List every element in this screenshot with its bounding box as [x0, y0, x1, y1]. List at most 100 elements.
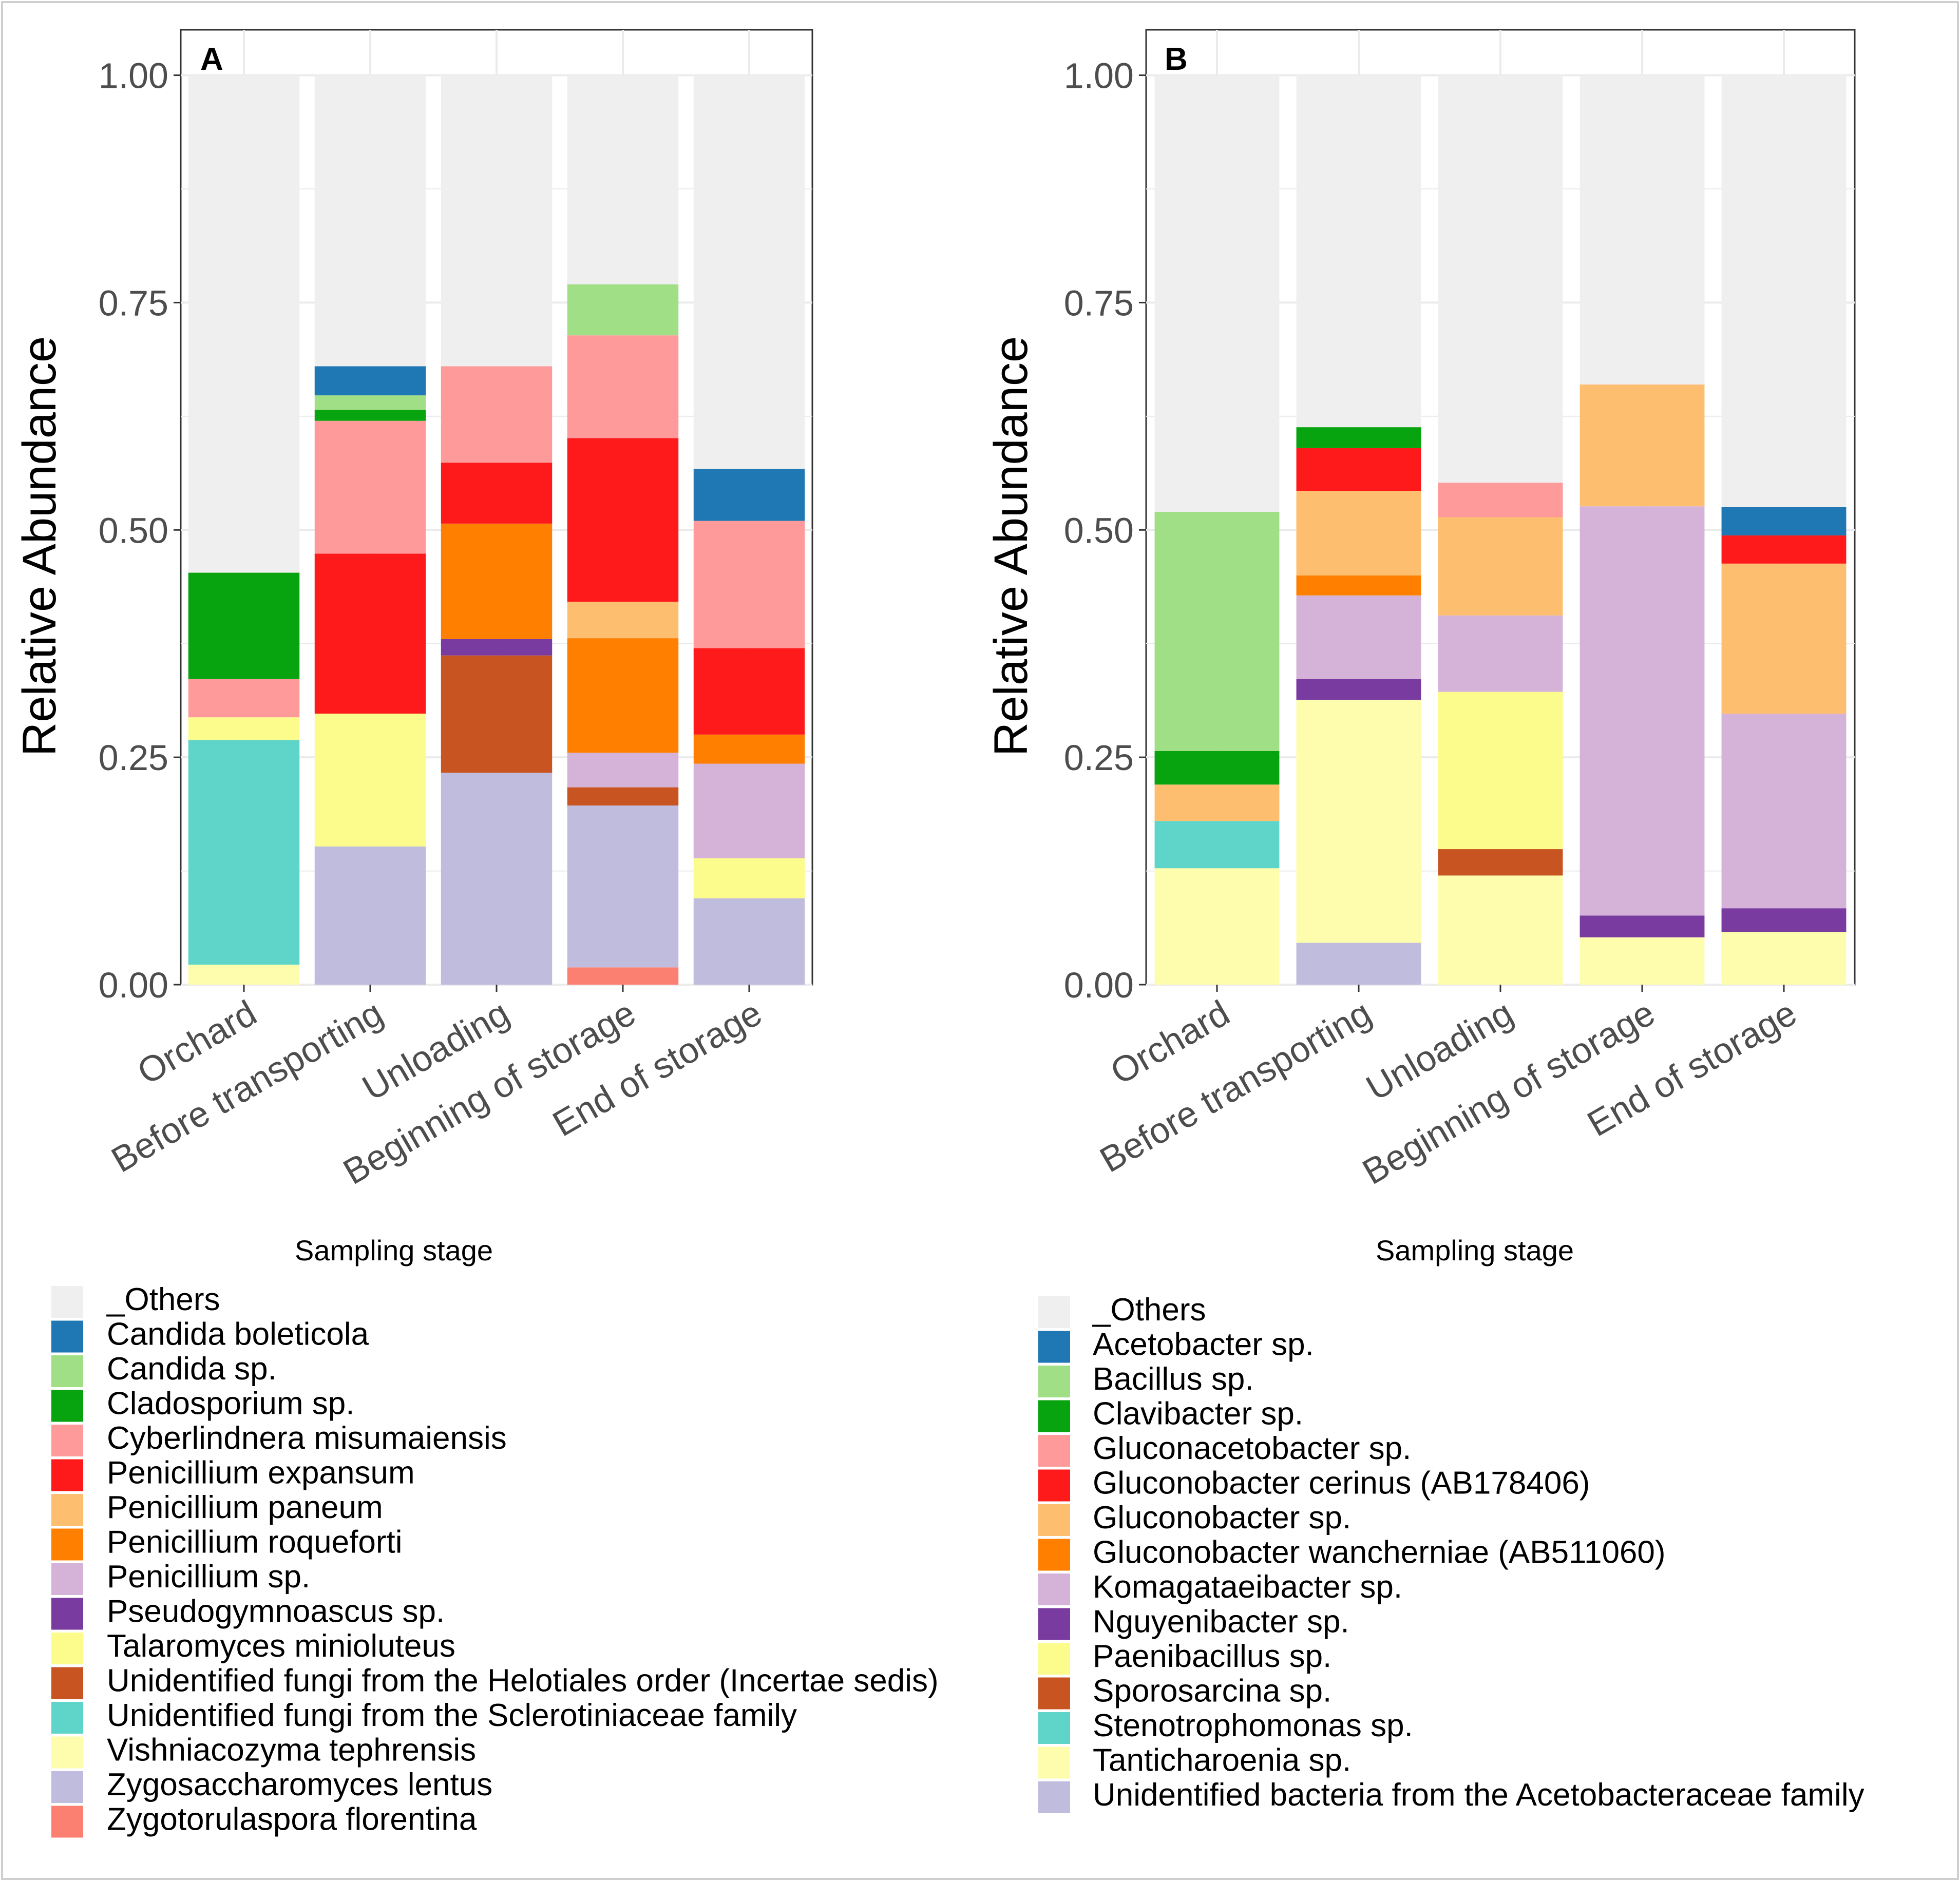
legend-label: Candida boleticola — [107, 1317, 369, 1352]
bar-beginning-of-storage-zygosaccharomyces-lentus — [567, 805, 679, 968]
legend-swatch — [51, 1667, 83, 1699]
bar-beginning-of-storage-penicillium-paneum — [567, 602, 679, 639]
bar-unloading-pseudogymnoascus-sp — [441, 639, 553, 656]
bar-end-of-storage-talaromyces-minioluteus — [693, 858, 805, 898]
y-tick-label: 1.00 — [99, 56, 168, 96]
panel-label: B — [1165, 42, 1188, 77]
bar-orchard-others — [1154, 75, 1280, 512]
legend-swatch — [1038, 1643, 1070, 1675]
bar-beginning-of-storage-nguyenibacter-sp — [1580, 915, 1705, 937]
bar-end-of-storage-komagataeibacter-sp — [1721, 714, 1847, 909]
legend-swatch — [1038, 1469, 1070, 1502]
bar-unloading-gluconobacter-sp — [1438, 517, 1563, 616]
bar-end-of-storage-zygosaccharomyces-lentus — [693, 898, 805, 985]
bar-unloading-cyberlindnera-misumaiensis — [441, 366, 553, 463]
bar-orchard-others — [188, 75, 300, 573]
bar-before-transporting-others — [314, 75, 426, 367]
y-tick-label: 0.00 — [99, 965, 168, 1005]
legend-label: Penicillium expansum — [107, 1455, 415, 1491]
legend-label: Cyberlindnera misumaiensis — [107, 1421, 507, 1456]
legend-label: Penicillium roqueforti — [107, 1525, 402, 1560]
bar-orchard-talaromyces-minioluteus — [188, 717, 300, 740]
bar-orchard-vishniacozyma-tephrensis — [188, 965, 300, 985]
legend-label: Penicillium paneum — [107, 1490, 383, 1525]
legend-swatch — [1038, 1435, 1070, 1467]
bar-end-of-storage-penicillium-sp — [693, 763, 805, 858]
bar-unloading-others — [1438, 75, 1563, 483]
bar-before-transporting-gluconobacter-wancherniae-ab511060 — [1296, 575, 1421, 596]
legend-label: Zygotorulaspora florentina — [107, 1802, 477, 1837]
bar-end-of-storage-others — [1721, 75, 1847, 508]
bar-before-transporting-candida-sp — [314, 395, 426, 410]
legend-label: Clavibacter sp. — [1093, 1396, 1303, 1432]
legend-swatch — [1038, 1331, 1070, 1363]
legend-label: Komagataeibacter sp. — [1093, 1569, 1402, 1605]
bar-unloading-unidentified-fungi-from-the-helotiales-order-incertae-sedis — [441, 655, 553, 773]
bar-beginning-of-storage-unidentified-fungi-from-the-helotiales-order-incertae-sedis — [567, 787, 679, 806]
bar-end-of-storage-candida-boleticola — [693, 469, 805, 521]
bars — [1154, 75, 1847, 985]
bar-end-of-storage-penicillium-roqueforti — [693, 734, 805, 764]
bar-beginning-of-storage-penicillium-sp — [567, 753, 679, 788]
bar-beginning-of-storage-cyberlindnera-misumaiensis — [567, 335, 679, 438]
bar-beginning-of-storage-komagataeibacter-sp — [1580, 506, 1705, 916]
panel-label: A — [200, 42, 223, 77]
bar-end-of-storage-nguyenibacter-sp — [1721, 908, 1847, 932]
bar-end-of-storage-others — [693, 75, 805, 469]
legend-label: Tanticharoenia sp. — [1093, 1743, 1351, 1778]
legend-swatch — [51, 1771, 83, 1803]
y-axis: 0.00 0.25 0.50 0.75 1.00 — [1064, 56, 1146, 1005]
bar-end-of-storage-acetobacter-sp — [1721, 507, 1847, 535]
legend-label: Gluconobacter cerinus (AB178406) — [1093, 1466, 1590, 1501]
legend-swatch — [1038, 1781, 1070, 1813]
legend-swatch — [51, 1563, 83, 1595]
legend-swatch — [51, 1286, 83, 1318]
bar-orchard-bacillus-sp — [1154, 511, 1280, 751]
y-axis-title: Relative Abundance — [985, 336, 1037, 756]
y-tick-label: 0.00 — [1064, 965, 1134, 1005]
bar-end-of-storage-penicillium-expansum — [693, 648, 805, 735]
legend-label: Unidentified fungi from the Sclerotiniac… — [107, 1698, 797, 1733]
legend-label: Vishniacozyma tephrensis — [107, 1733, 476, 1768]
bar-before-transporting-clavibacter-sp — [1296, 427, 1421, 448]
legend-swatch — [51, 1390, 83, 1422]
bar-unloading-tanticharoenia-sp — [1438, 875, 1563, 985]
legend-label: Paenibacillus sp. — [1093, 1639, 1331, 1674]
bar-beginning-of-storage-tanticharoenia-sp — [1580, 937, 1705, 985]
bar-beginning-of-storage-others — [1580, 75, 1705, 385]
legend-label: _Others — [106, 1282, 220, 1317]
legend-label: Cladosporium sp. — [107, 1386, 354, 1422]
legend-label: Penicillium sp. — [107, 1559, 310, 1595]
bar-unloading-sporosarcina-sp — [1438, 849, 1563, 876]
legend-swatch — [1038, 1608, 1070, 1640]
legend-label: Sporosarcina sp. — [1093, 1674, 1331, 1709]
y-tick-label: 0.50 — [99, 510, 168, 550]
bar-unloading-penicillium-expansum — [441, 463, 553, 524]
bar-orchard-clavibacter-sp — [1154, 751, 1280, 785]
bar-unloading-zygosaccharomyces-lentus — [441, 773, 553, 985]
bar-before-transporting-others — [1296, 75, 1421, 428]
bar-end-of-storage-tanticharoenia-sp — [1721, 932, 1847, 985]
bar-orchard-gluconobacter-sp — [1154, 784, 1280, 821]
legend-swatch — [51, 1528, 83, 1561]
bar-end-of-storage-cyberlindnera-misumaiensis — [693, 521, 805, 648]
legend-label: Zygosaccharomyces lentus — [107, 1767, 492, 1802]
x-axis-title: Sampling stage — [1376, 1234, 1574, 1266]
bar-orchard-cyberlindnera-misumaiensis — [188, 679, 300, 718]
legend-swatch — [1038, 1296, 1070, 1328]
legend-swatch — [51, 1355, 83, 1387]
legend-swatch — [51, 1598, 83, 1630]
legend-label: Gluconacetobacter sp. — [1093, 1431, 1411, 1466]
bar-before-transporting-cyberlindnera-misumaiensis — [314, 420, 426, 554]
bar-unloading-komagataeibacter-sp — [1438, 615, 1563, 692]
legend-label: Candida sp. — [107, 1351, 277, 1387]
bar-before-transporting-unidentified-bacteria-from-the-acetobacteraceae-family — [1296, 943, 1421, 985]
bar-before-transporting-tanticharoenia-sp — [1296, 700, 1421, 943]
legend-swatch — [1038, 1400, 1070, 1432]
bar-before-transporting-zygosaccharomyces-lentus — [314, 846, 426, 985]
bar-before-transporting-gluconobacter-sp — [1296, 491, 1421, 575]
